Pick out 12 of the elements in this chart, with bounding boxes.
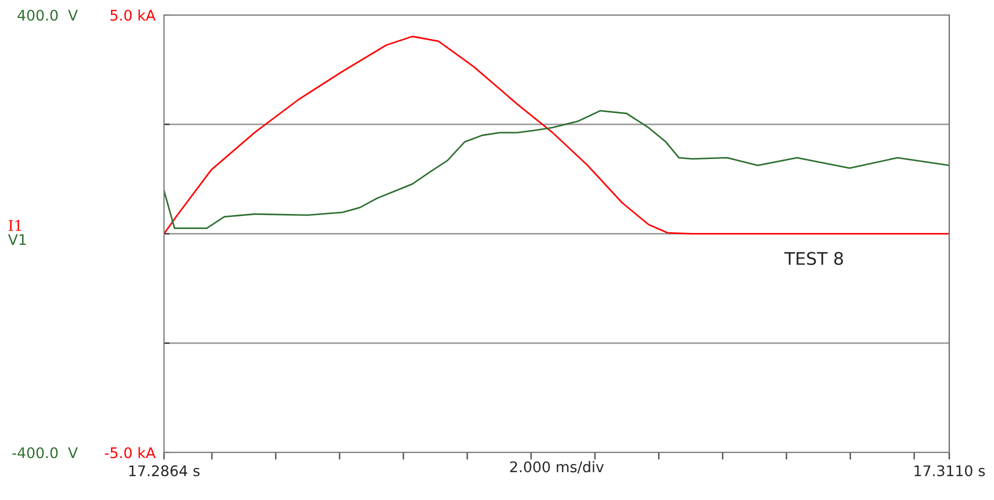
y2-tick-label: 400.0 V bbox=[18, 10, 78, 21]
text: V1 bbox=[8, 234, 26, 245]
x-tick-label: 17.3110 s bbox=[914, 465, 985, 476]
x-tick-label: 17.2864 s bbox=[129, 465, 200, 476]
line-series bbox=[164, 110, 950, 230]
text: I1 bbox=[8, 220, 21, 231]
y2-tick-label: -400.0 V bbox=[12, 447, 78, 458]
annotation: TEST 8 bbox=[784, 252, 843, 266]
line-series bbox=[164, 36, 950, 235]
y-tick-label: -5.0 kA bbox=[104, 446, 156, 458]
x-axis-title: 2.000 ms/div bbox=[510, 461, 604, 474]
y-tick-label: 5.0 kA bbox=[110, 9, 156, 21]
